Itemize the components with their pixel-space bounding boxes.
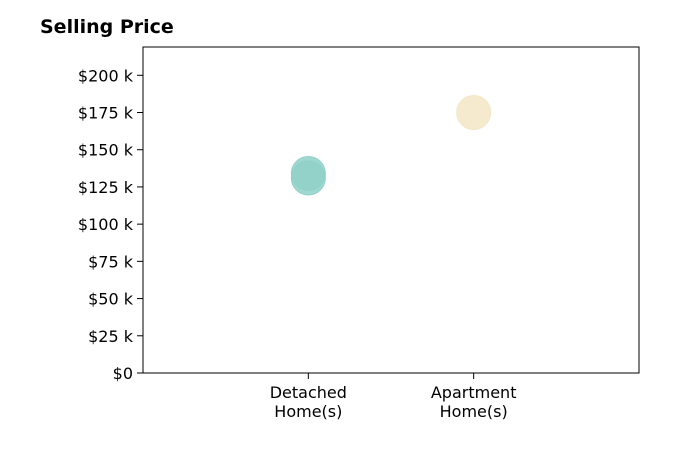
x-tick-label-line: Home(s) — [440, 402, 508, 421]
x-tick-label-line: Detached — [270, 383, 347, 402]
y-tick-label: $0 — [113, 364, 133, 383]
y-tick-label: $75 k — [88, 252, 134, 271]
y-tick-label: $125 k — [78, 178, 134, 197]
data-point[interactable] — [290, 160, 326, 196]
chart-title: Selling Price — [40, 16, 174, 38]
y-tick-label: $150 k — [78, 141, 134, 160]
data-point[interactable] — [456, 94, 492, 130]
plot-marks — [290, 94, 492, 196]
y-tick-label: $175 k — [78, 103, 134, 122]
plot-frame — [142, 46, 640, 374]
x-tick-label: Detached Home(s) — [270, 383, 347, 421]
y-axis: $0 $25 k $50 k $75 k $100 k $125 k $150 k $175 … — [78, 66, 143, 383]
x-tick-label-line: Home(s) — [274, 402, 342, 421]
x-tick-label-line: Apartment — [431, 383, 517, 402]
x-tick-label: Apartment Home(s) — [431, 383, 517, 421]
x-axis: Detached Home(s)Apartment Home(s) — [270, 373, 517, 421]
y-tick-label: $50 k — [88, 290, 134, 309]
y-tick-label: $200 k — [78, 66, 134, 85]
y-tick-label: $100 k — [78, 215, 134, 234]
y-tick-label: $25 k — [88, 327, 134, 346]
